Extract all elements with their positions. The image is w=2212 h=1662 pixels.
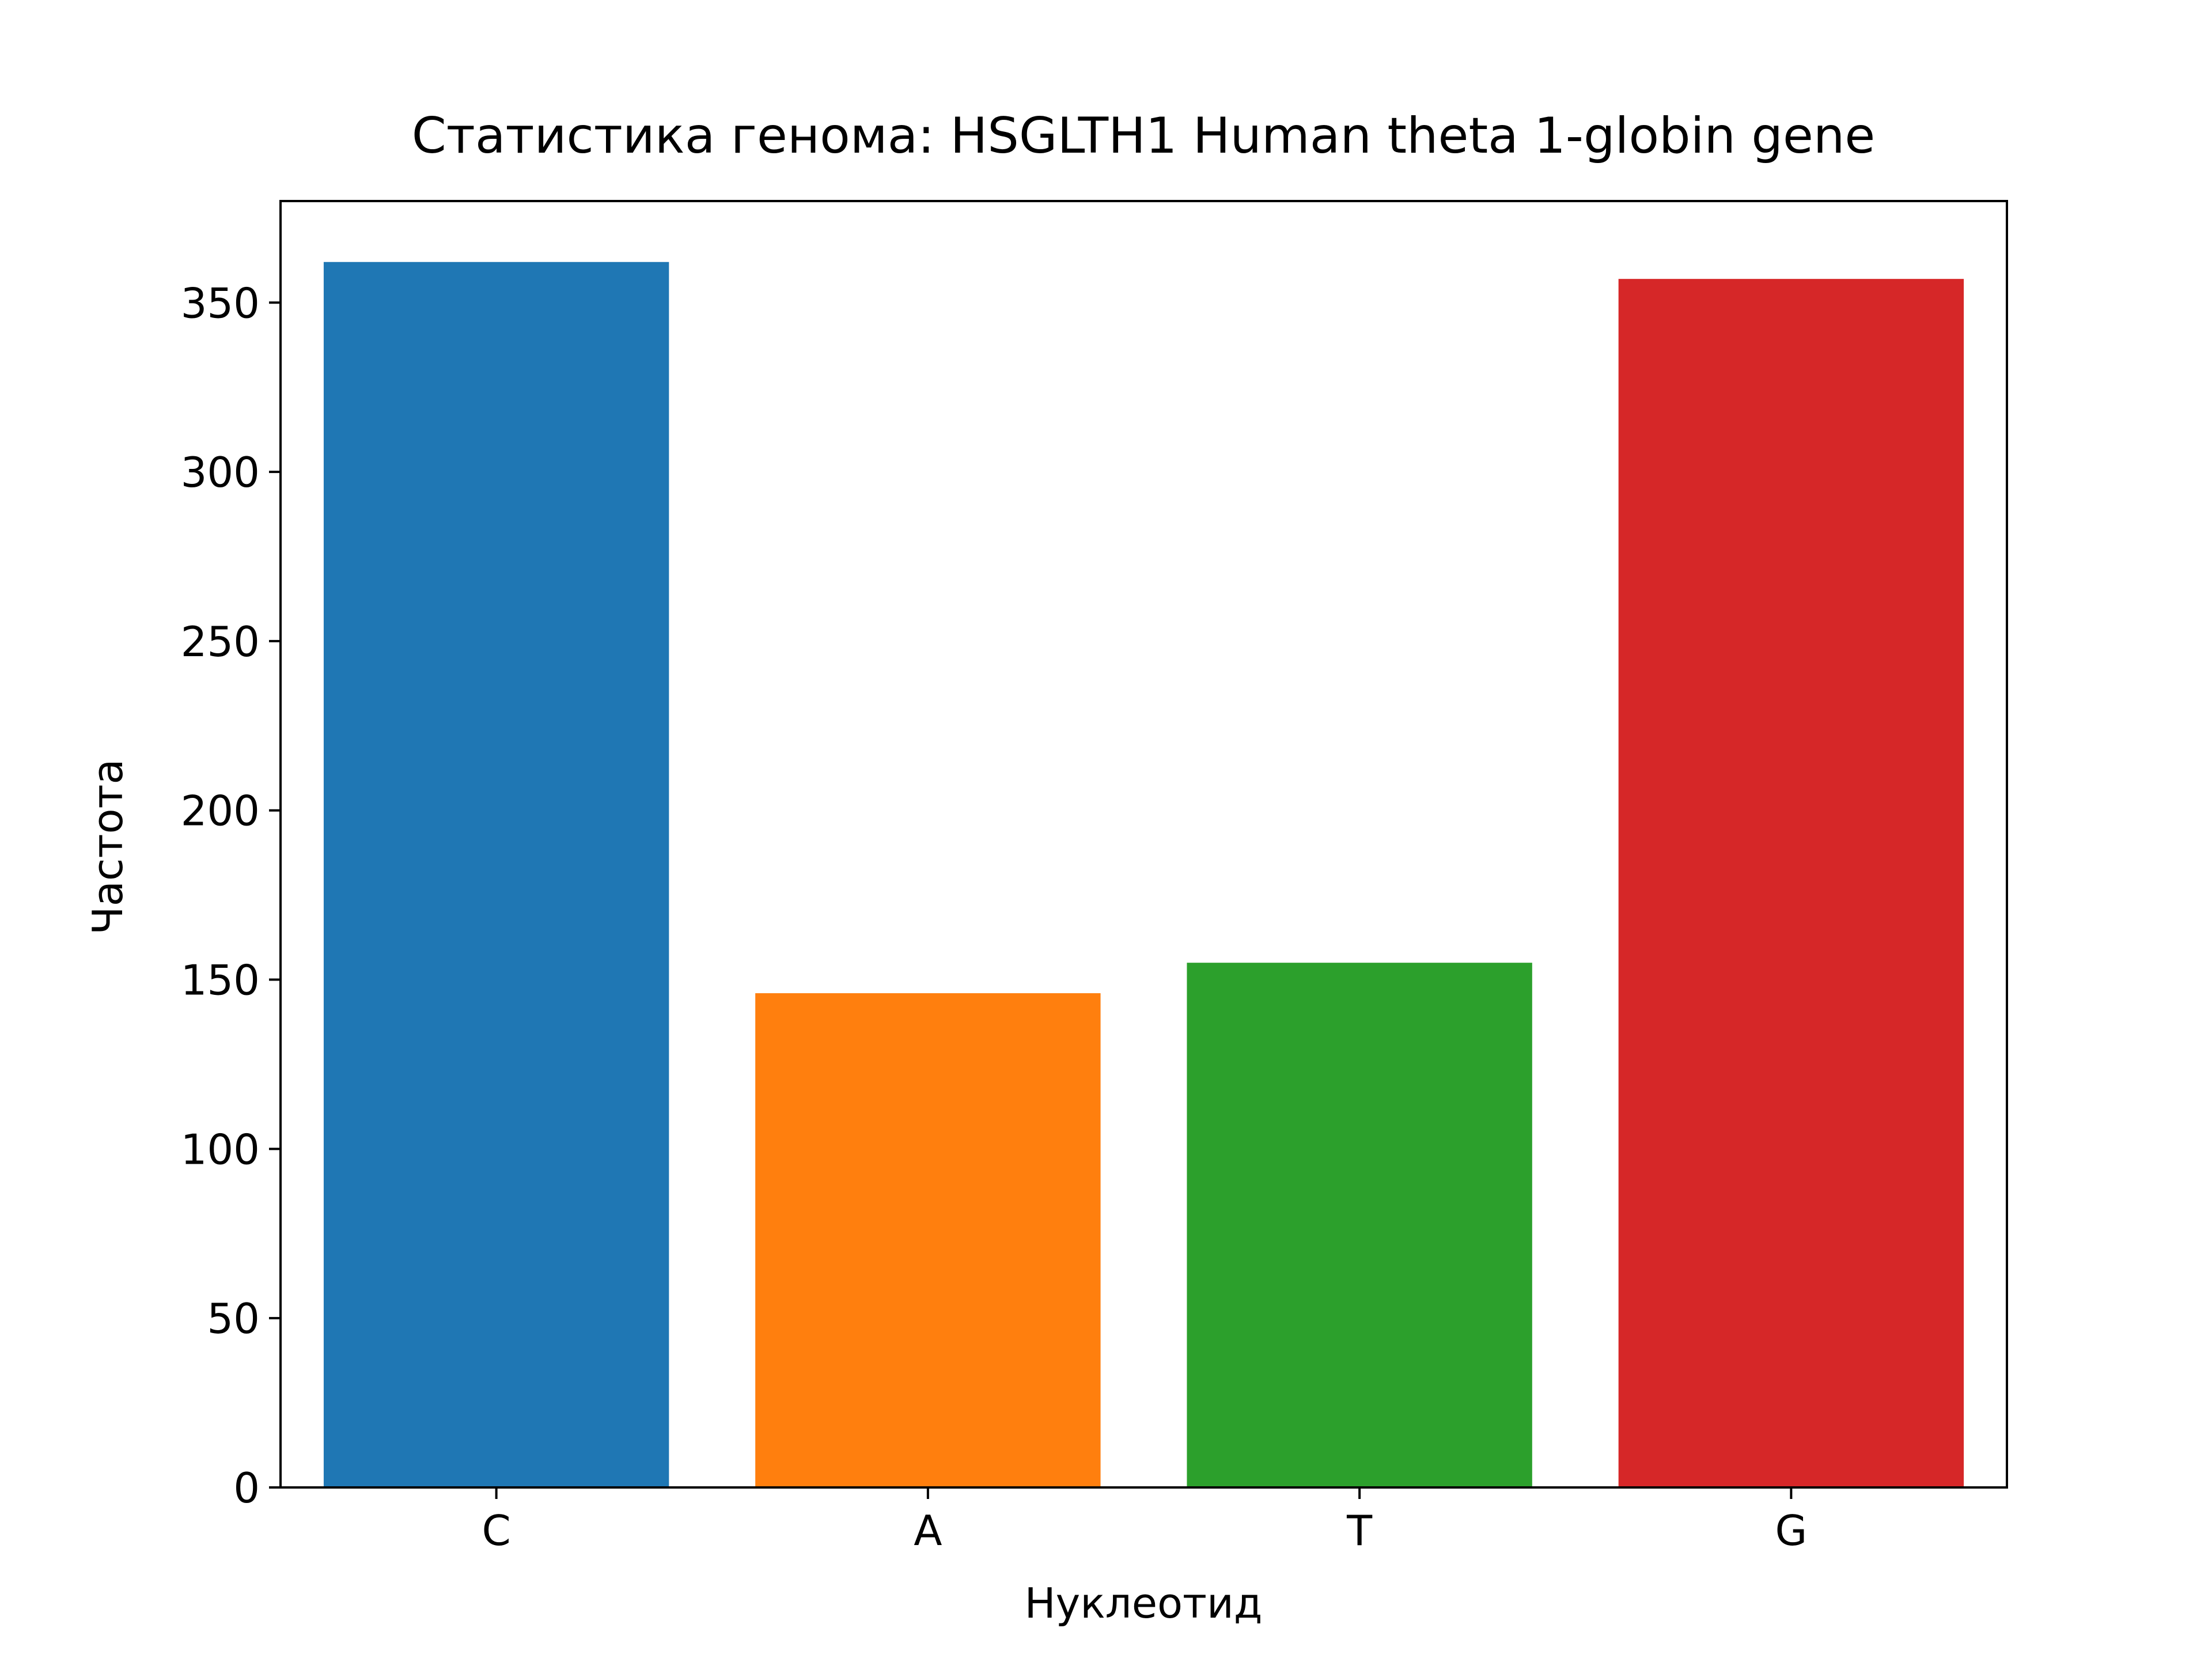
bar-g bbox=[1618, 279, 1964, 1488]
bar-c bbox=[323, 262, 669, 1487]
x-tick-label-t: T bbox=[1346, 1506, 1373, 1555]
y-tick-label-250: 250 bbox=[181, 618, 260, 666]
bars-group bbox=[323, 262, 1964, 1488]
x-axis-label: Нуклеотид bbox=[1024, 1579, 1262, 1627]
chart-title: Статистика генома: HSGLTH1 Human theta 1… bbox=[412, 107, 1876, 165]
y-tick-label-300: 300 bbox=[181, 448, 260, 497]
y-axis-ticks: 0 50 100 150 200 250 300 350 bbox=[181, 279, 281, 1512]
y-tick-label-0: 0 bbox=[233, 1464, 260, 1512]
plot-area-frame bbox=[279, 200, 2008, 1489]
bar-t bbox=[1187, 963, 1532, 1487]
y-tick-label-350: 350 bbox=[181, 279, 260, 327]
y-tick-label-150: 150 bbox=[181, 956, 260, 1005]
y-tick-label-200: 200 bbox=[181, 787, 260, 835]
x-tick-label-c: C bbox=[482, 1506, 510, 1555]
x-tick-label-g: G bbox=[1775, 1506, 1807, 1555]
x-tick-label-a: A bbox=[914, 1506, 942, 1555]
y-tick-label-50: 50 bbox=[207, 1294, 260, 1343]
y-axis-label: Частота bbox=[84, 759, 132, 934]
bar-a bbox=[755, 993, 1101, 1487]
y-tick-label-100: 100 bbox=[181, 1125, 260, 1173]
